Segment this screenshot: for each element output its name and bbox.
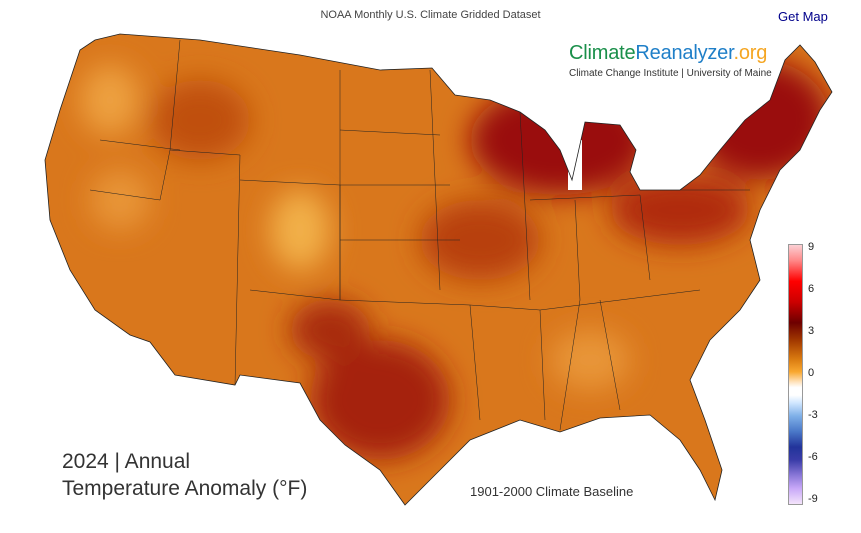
brand-org: .org [733,42,768,64]
legend-tick: 9 [808,241,815,253]
legend-tick: -3 [808,409,818,421]
legend-tick: 0 [808,367,815,379]
map-title-period: 2024 | Annual [62,450,191,473]
legend-tick: -6 [808,451,818,463]
brand-logo[interactable]: ClimateReanalyzer.org [569,42,767,65]
institute-label: Climate Change Institute | University of… [569,68,772,79]
get-map-link[interactable]: Get Map [778,9,828,24]
legend-tick: -9 [808,493,818,505]
brand-reanalyzer: Reanalyzer [635,42,734,64]
state-borders [89,39,750,431]
legend-tick: 6 [808,283,815,295]
dataset-title: NOAA Monthly U.S. Climate Gridded Datase… [320,9,541,21]
legend-tick: 3 [808,325,815,337]
brand-climate: Climate [569,42,636,64]
color-scale-bar [788,244,803,505]
baseline-label: 1901-2000 Climate Baseline [470,484,634,499]
map-title-variable: Temperature Anomaly (°F) [62,477,308,500]
